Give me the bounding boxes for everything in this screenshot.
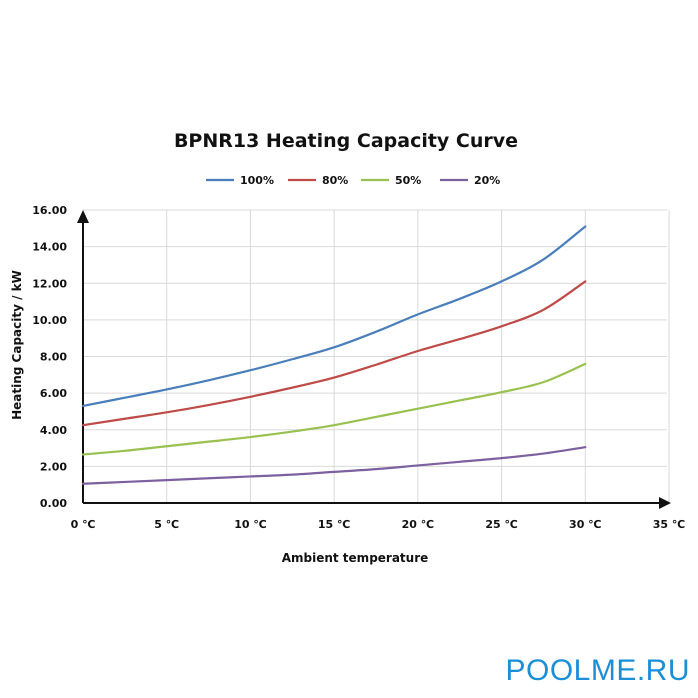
tick-labels: 0.00 2.00 4.00 6.00 8.00 10.00 12.00 14.00 16.00… — [32, 204, 685, 531]
x-tick-label: 5 ℃ — [154, 518, 179, 531]
y-tick-label: 12.00 — [32, 277, 67, 290]
series-line-20pct — [81, 446, 587, 485]
axes — [77, 210, 671, 509]
y-tick-label: 6.00 — [40, 387, 67, 400]
x-tick-label: 25 ℃ — [485, 518, 517, 531]
y-tick-label: 2.00 — [40, 460, 67, 473]
x-tick-label: 35 ℃ — [653, 518, 685, 531]
y-tick-label: 16.00 — [32, 204, 67, 217]
x-tick-label: 0 ℃ — [71, 518, 96, 531]
x-axis-title: Ambient temperature — [282, 551, 429, 565]
y-axis-arrow-icon — [77, 210, 89, 223]
legend: 100% 80% 50% 20% — [206, 174, 500, 187]
series-line-100pct — [81, 225, 587, 408]
legend-label: 80% — [322, 174, 348, 187]
series-line-80pct — [81, 280, 587, 427]
series-lines — [81, 225, 587, 485]
x-tick-label: 10 ℃ — [234, 518, 266, 531]
gridlines — [83, 209, 670, 503]
y-tick-label: 10.00 — [32, 314, 67, 327]
x-tick-label: 20 ℃ — [402, 518, 434, 531]
y-axis-title: Heating Capacity / kW — [10, 270, 24, 420]
y-tick-label: 4.00 — [40, 424, 67, 437]
series-line-50pct — [81, 362, 587, 456]
x-axis-arrow-icon — [659, 497, 671, 509]
legend-label: 20% — [474, 174, 500, 187]
y-tick-label: 14.00 — [32, 241, 67, 254]
y-tick-label: 0.00 — [40, 497, 67, 510]
legend-label: 50% — [395, 174, 421, 187]
chart-title: BPNR13 Heating Capacity Curve — [174, 130, 518, 152]
legend-label: 100% — [240, 174, 274, 187]
y-tick-label: 8.00 — [40, 351, 67, 364]
x-tick-label: 30 ℃ — [569, 518, 601, 531]
watermark-text: POOLME.RU — [505, 654, 690, 687]
x-tick-label: 15 ℃ — [318, 518, 350, 531]
